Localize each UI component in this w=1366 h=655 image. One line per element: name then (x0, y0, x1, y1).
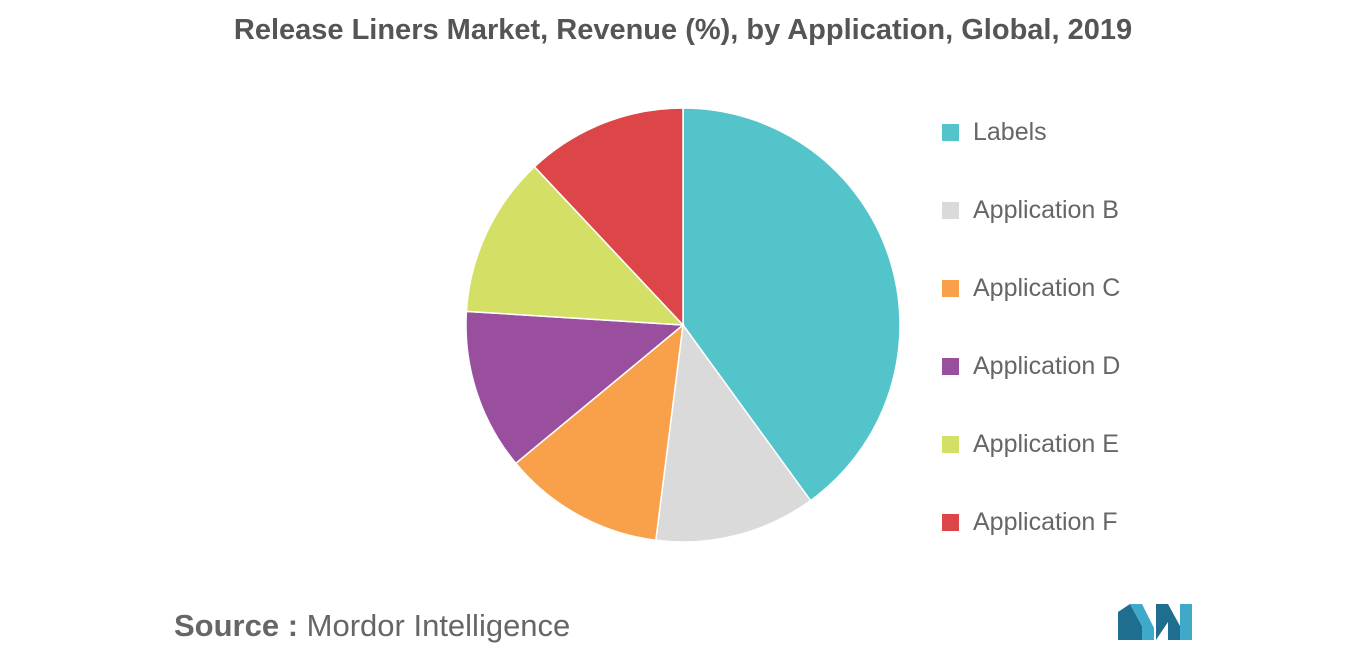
pie-slice-application-b (654, 323, 812, 543)
legend-label: Application E (973, 429, 1119, 458)
legend-label: Application F (973, 507, 1118, 536)
legend-swatch (942, 513, 959, 531)
legend-label: Application B (973, 195, 1119, 224)
pie-slice-application-e (465, 165, 685, 326)
legend-item-application-f: Application F (942, 502, 1302, 542)
legend-item-application-e: Application E (942, 424, 1302, 464)
legend-swatch (942, 435, 959, 453)
legend-label: Application C (973, 273, 1121, 302)
legend-item-application-b: Application B (942, 190, 1302, 230)
pie-slice-application-c (514, 323, 684, 542)
source-line: Source : Mordor Intelligence (174, 608, 570, 644)
pie-slice-application-f (533, 107, 684, 327)
legend-label: Labels (973, 117, 1047, 146)
legend-item-application-d: Application D (942, 346, 1302, 386)
legend-item-application-c: Application C (942, 268, 1302, 308)
source-label: Source : (174, 608, 299, 643)
chart-title: Release Liners Market, Revenue (%), by A… (233, 14, 1133, 46)
source-value: Mordor Intelligence (306, 608, 571, 643)
legend-swatch (942, 123, 959, 141)
mordor-intelligence-logo (1118, 604, 1192, 640)
legend-swatch (942, 279, 959, 297)
legend-item-labels: Labels (942, 112, 1302, 152)
pie-slice-labels (682, 107, 901, 502)
legend-swatch (942, 201, 959, 219)
legend-label: Application D (973, 351, 1121, 380)
legend-swatch (942, 357, 959, 375)
pie-slice-application-d (465, 310, 685, 465)
